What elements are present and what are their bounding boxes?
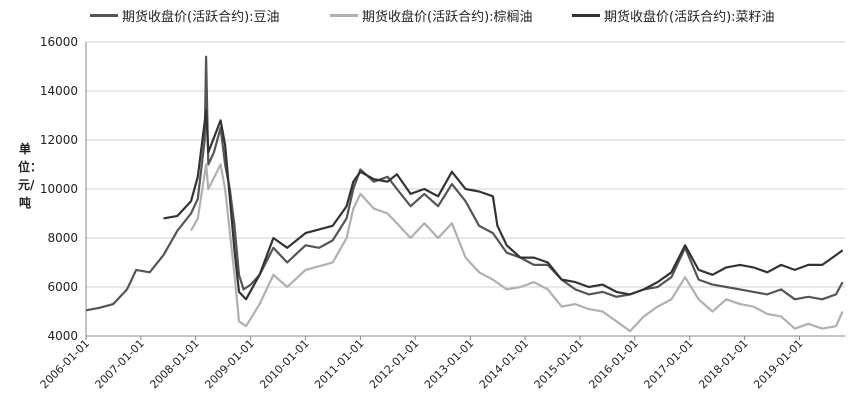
legend-item-rapeseed-oil: 期货收盘价(活跃合约):菜籽油 (572, 6, 775, 25)
legend-swatch-rapeseed-oil (572, 14, 600, 17)
series-line-1 (190, 163, 844, 333)
series-line-2 (163, 109, 844, 301)
legend-item-palm-oil: 期货收盘价(活跃合约):棕榈油 (330, 6, 533, 25)
legend-label-soybean-oil: 期货收盘价(活跃合约):豆油 (122, 10, 280, 25)
x-tick-label-2013-01-01: 2013-01-01 (422, 337, 476, 391)
y-tick-label-14000: 14000 (40, 84, 78, 98)
legend-item-soybean-oil: 期货收盘价(活跃合约):豆油 (90, 6, 280, 25)
chart-legend: 期货收盘价(活跃合约):豆油 期货收盘价(活跃合约):棕榈油 期货收盘价(活跃合… (0, 6, 858, 28)
legend-swatch-soybean-oil (90, 14, 118, 17)
y-tick-label-8000: 8000 (47, 231, 78, 245)
legend-swatch-palm-oil (330, 14, 358, 17)
x-tick-label-2008-01-01: 2008-01-01 (147, 337, 201, 391)
x-tick-label-2009-01-01: 2009-01-01 (202, 337, 256, 391)
x-tick-label-2018-01-01: 2018-01-01 (696, 337, 750, 391)
x-tick-label-2014-01-01: 2014-01-01 (477, 337, 531, 391)
y-tick-label-12000: 12000 (40, 133, 78, 147)
x-tick-label-2016-01-01: 2016-01-01 (586, 337, 640, 391)
legend-label-palm-oil: 期货收盘价(活跃合约):棕榈油 (362, 10, 533, 25)
x-tick-label-2007-01-01: 2007-01-01 (93, 337, 147, 391)
x-tick-label-2017-01-01: 2017-01-01 (641, 337, 695, 391)
x-tick-label-2012-01-01: 2012-01-01 (367, 337, 421, 391)
y-tick-label-10000: 10000 (40, 182, 78, 196)
x-tick-label-2019-01-01: 2019-01-01 (751, 337, 805, 391)
x-tick-label-2015-01-01: 2015-01-01 (532, 337, 586, 391)
x-tick-label-2010-01-01: 2010-01-01 (257, 337, 311, 391)
y-tick-label-16000: 16000 (40, 35, 78, 49)
y-tick-label-6000: 6000 (47, 280, 78, 294)
y-tick-label-4000: 4000 (47, 329, 78, 343)
series-line-0 (85, 55, 844, 312)
x-tick-label-2006-01-01: 2006-01-01 (38, 337, 92, 391)
x-tick-label-2011-01-01: 2011-01-01 (312, 337, 366, 391)
legend-label-rapeseed-oil: 期货收盘价(活跃合约):菜籽油 (604, 10, 775, 25)
